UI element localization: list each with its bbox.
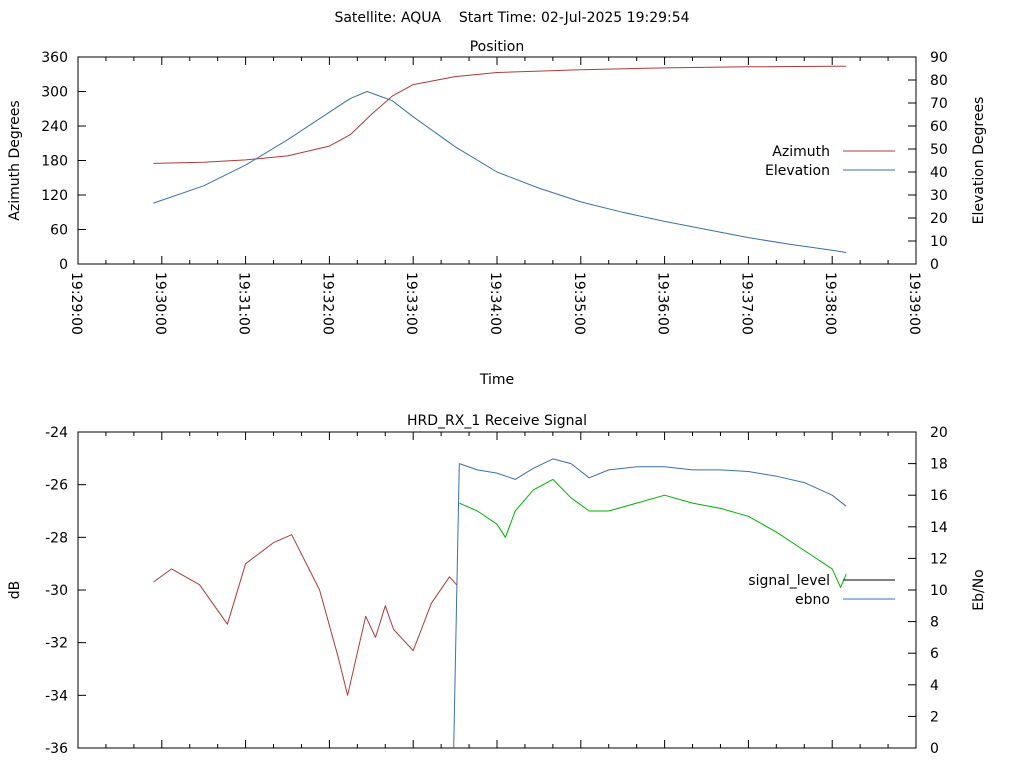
y2-tick-label: 60 <box>930 119 948 135</box>
y2-tick-label: 12 <box>930 551 948 567</box>
y2-tick-label: 50 <box>930 142 948 158</box>
x-tick-label: 19:37:00 <box>738 272 754 335</box>
page-title: Satellite: AQUA Start Time: 02-Jul-2025 … <box>334 10 689 26</box>
legend-label-azimuth: Azimuth <box>772 144 830 160</box>
legend-label-ebno: ebno <box>795 592 830 608</box>
receive-signal-panel: HRD_RX_1 Receive Signal -36 -34 -32 -30 -28 -2… <box>7 413 987 757</box>
y-tick-label: 120 <box>41 188 68 204</box>
y-axis-label: Azimuth Degrees <box>7 100 23 220</box>
y-tick-label: -26 <box>45 478 68 494</box>
position-panel: Position 19:29:00 19:30:00 19:31:00 19:32:00… <box>7 39 987 388</box>
y2-tick-label: 20 <box>930 211 948 227</box>
plot-title: Position <box>470 39 525 55</box>
x-axis-label: Time <box>479 372 514 388</box>
y2-tick-label: 40 <box>930 165 948 181</box>
x-tick-label: 19:30:00 <box>152 272 168 335</box>
x-tick-label: 19:38:00 <box>822 272 838 335</box>
x-tick-label: 19:32:00 <box>319 272 335 335</box>
y2-tick-label: 90 <box>930 50 948 66</box>
y2-tick-label: 4 <box>930 678 939 694</box>
y-tick-label: 180 <box>41 154 68 170</box>
y-tick-label: -32 <box>45 636 68 652</box>
x-tick-label: 19:31:00 <box>236 272 252 335</box>
series-line-ebno-green-trace <box>459 478 847 588</box>
y2-tick-label: 16 <box>930 488 948 504</box>
y2-tick-label: 14 <box>930 520 948 536</box>
y-tick-label: 240 <box>41 119 68 135</box>
x-tick-label: 19:35:00 <box>571 272 587 335</box>
x-tick-label: 19:29:00 <box>68 272 84 335</box>
series-line-elevation <box>153 91 847 253</box>
y-tick-label: -36 <box>45 741 68 757</box>
x-tick-label: 19:33:00 <box>403 272 419 335</box>
y2-tick-label: 10 <box>930 583 948 599</box>
legend-label-signal-level: signal_level <box>748 573 830 589</box>
x-tick-label: 19:36:00 <box>655 272 671 335</box>
y-tick-label: -30 <box>45 583 68 599</box>
y2-tick-label: 30 <box>930 188 948 204</box>
y2-tick-label: 20 <box>930 425 948 441</box>
y2-tick-label: 2 <box>930 709 939 725</box>
y2-tick-label: 8 <box>930 615 939 631</box>
y-tick-label: -24 <box>45 425 68 441</box>
y-axis-label: dB <box>7 581 23 600</box>
legend-label-elevation: Elevation <box>765 163 830 179</box>
y-tick-label: 60 <box>50 223 68 239</box>
series-line-signal-level <box>153 534 457 696</box>
y-tick-label: -34 <box>45 688 68 704</box>
y2-tick-label: 18 <box>930 457 948 473</box>
y2-tick-label: 10 <box>930 234 948 250</box>
y-tick-label: 300 <box>41 85 68 101</box>
y2-tick-label: 80 <box>930 73 948 89</box>
plot-title: HRD_RX_1 Receive Signal <box>407 413 587 429</box>
y2-axis-label: Elevation Degrees <box>971 97 987 225</box>
x-tick-label: 19:34:00 <box>487 272 503 335</box>
y2-tick-label: 6 <box>930 646 939 662</box>
y-tick-label: 360 <box>41 50 68 66</box>
y2-axis-label: Eb/No <box>971 569 987 611</box>
plot-frame <box>77 56 917 265</box>
y2-tick-label: 0 <box>930 257 939 273</box>
x-tick-label: 19:39:00 <box>906 272 922 335</box>
y2-tick-label: 70 <box>930 96 948 112</box>
series-line-azimuth <box>153 65 847 164</box>
y-tick-label: -28 <box>45 530 68 546</box>
y-tick-label: 0 <box>59 257 68 273</box>
y2-tick-label: 0 <box>930 741 939 757</box>
series-line-ebno <box>453 458 847 749</box>
